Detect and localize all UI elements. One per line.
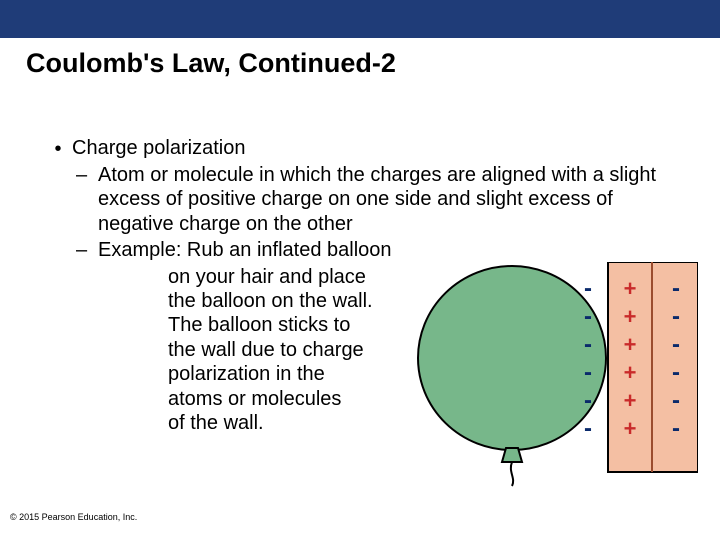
- example-continuation: on your hair and placethe balloon on the…: [72, 265, 412, 436]
- svg-text:-: -: [584, 331, 592, 358]
- bullet-icon: [44, 137, 72, 161]
- example-line: atoms or molecules: [168, 387, 412, 411]
- svg-text:-: -: [672, 331, 680, 358]
- example-line: on your hair and place: [168, 265, 412, 289]
- svg-text:+: +: [624, 304, 637, 329]
- sub-item-1: – Atom or molecule in which the charges …: [72, 163, 692, 236]
- sub-item-2: – Example: Rub an inflated balloon: [72, 238, 692, 262]
- svg-text:-: -: [584, 415, 592, 442]
- dash-icon: –: [72, 238, 98, 262]
- example-line: polarization in the: [168, 362, 412, 386]
- sub-item-2-lead: Example: Rub an inflated balloon: [98, 238, 692, 262]
- svg-text:-: -: [672, 359, 680, 386]
- svg-text:-: -: [584, 359, 592, 386]
- svg-text:-: -: [584, 387, 592, 414]
- svg-text:-: -: [584, 275, 592, 302]
- example-line: The balloon sticks to: [168, 313, 412, 337]
- svg-text:+: +: [624, 332, 637, 357]
- svg-text:-: -: [672, 387, 680, 414]
- bullet-item: Charge polarization: [44, 137, 692, 161]
- header-bar: [0, 0, 720, 38]
- svg-text:+: +: [624, 360, 637, 385]
- example-line: of the wall.: [168, 411, 412, 435]
- dash-icon: –: [72, 163, 98, 236]
- example-line: the balloon on the wall.: [168, 289, 412, 313]
- balloon-wall-figure: ------++++++------: [410, 262, 698, 488]
- copyright-text: © 2015 Pearson Education, Inc.: [10, 512, 137, 522]
- svg-text:+: +: [624, 416, 637, 441]
- svg-text:+: +: [624, 388, 637, 413]
- svg-text:-: -: [672, 303, 680, 330]
- svg-text:-: -: [584, 303, 592, 330]
- sub-item-1-text: Atom or molecule in which the charges ar…: [98, 163, 692, 236]
- svg-text:-: -: [672, 415, 680, 442]
- svg-text:+: +: [624, 276, 637, 301]
- svg-text:-: -: [672, 275, 680, 302]
- slide-title: Coulomb's Law, Continued-2: [0, 38, 720, 79]
- example-line: the wall due to charge: [168, 338, 412, 362]
- bullet-label: Charge polarization: [72, 137, 245, 161]
